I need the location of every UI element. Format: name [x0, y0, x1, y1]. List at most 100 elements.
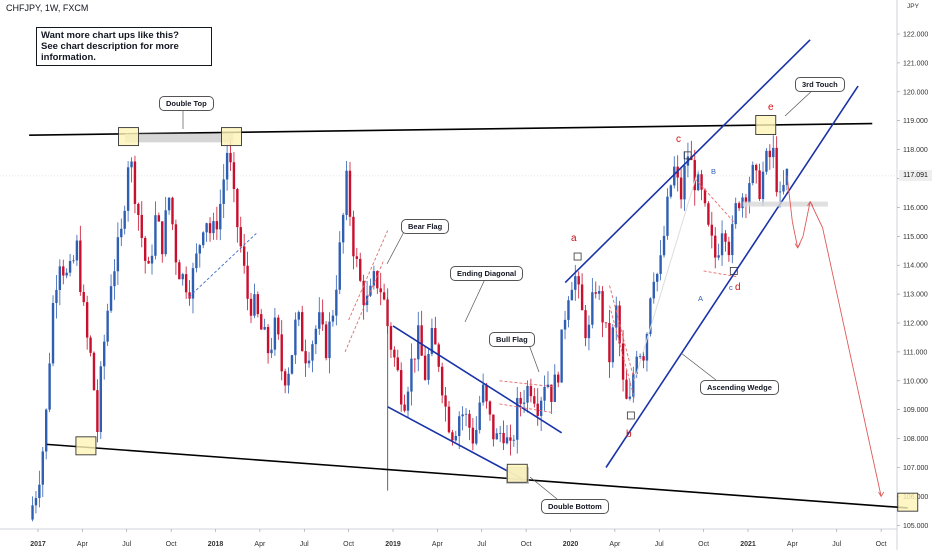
candle-body: [410, 358, 413, 392]
candle-body: [481, 384, 485, 403]
candle-body: [471, 427, 475, 444]
candle-body: [594, 292, 597, 294]
candle-body: [202, 232, 205, 246]
candle-body: [328, 321, 331, 359]
candle-body: [587, 324, 591, 339]
bear-flag-dashed-2: [348, 230, 389, 321]
grey-trendline: [633, 169, 699, 381]
candle-body: [591, 292, 594, 325]
candle-body: [311, 344, 314, 361]
candle-body: [546, 384, 550, 387]
candle-body: [263, 326, 266, 330]
time-tick-label: Oct: [876, 541, 887, 548]
candle-body: [577, 276, 580, 285]
wedge-upper-line: [564, 39, 811, 284]
wave-label-e: e: [768, 102, 774, 113]
candle-body: [567, 300, 570, 320]
candle-body: [92, 352, 96, 391]
candle-body: [68, 261, 72, 273]
price-axis[interactable]: 122.000121.000120.000119.000118.000117.0…: [896, 0, 928, 550]
time-tick-label: Oct: [343, 541, 354, 548]
candle-body: [683, 165, 686, 200]
pointer-double-bottom: [529, 476, 558, 500]
candle-body: [492, 414, 495, 440]
candle-body: [208, 223, 212, 234]
candle-body: [215, 221, 219, 230]
candle-body: [533, 396, 536, 404]
candle-body: [55, 289, 58, 304]
candle-body: [301, 312, 304, 352]
candle-body: [287, 373, 290, 386]
candle-body: [550, 384, 553, 402]
candle-body: [270, 349, 273, 354]
callout-bear-flag[interactable]: Bear Flag: [401, 219, 450, 234]
candle-body: [662, 235, 666, 256]
candle-body: [246, 265, 249, 299]
candle-body: [379, 288, 382, 293]
price-tick-label: 109.000: [903, 407, 928, 414]
wave-label-c: c: [676, 134, 681, 145]
pivot-c: [683, 151, 692, 160]
pointer-bear-flag: [386, 227, 407, 265]
time-tick-label: Apr: [432, 541, 444, 548]
pointer-bull-flag: [527, 341, 540, 373]
candle-body: [765, 150, 768, 172]
candle-body: [434, 328, 437, 345]
candle-body: [242, 246, 246, 266]
candle-body: [751, 164, 754, 184]
candle-body: [140, 214, 143, 238]
callout-bull-flag[interactable]: Bull Flag: [489, 332, 535, 347]
candle-body: [277, 317, 280, 335]
candle-body: [96, 390, 99, 433]
candle-body: [703, 189, 707, 204]
price-tick-label: 122.000: [903, 32, 928, 39]
candle-body: [707, 203, 710, 225]
candle-body: [256, 294, 260, 315]
candle-body: [430, 328, 434, 354]
candle-body: [393, 349, 396, 358]
candle-body: [372, 271, 376, 286]
candle-body: [376, 271, 379, 289]
callout-ascending-wedge[interactable]: Ascending Wedge: [700, 380, 779, 395]
correction-dashed-4: [703, 270, 738, 278]
candle-body: [249, 298, 253, 316]
marker-double-bottom: [506, 463, 528, 483]
candle-body: [649, 298, 652, 334]
candle-body: [772, 147, 775, 158]
candle-body: [495, 433, 498, 440]
bear-flag-dashed-1: [344, 259, 385, 353]
candle-body: [710, 224, 714, 236]
candle-body: [82, 292, 85, 303]
candle-body: [597, 291, 601, 294]
bull-flag-dashed-2: [499, 380, 553, 388]
candle-body: [604, 322, 608, 324]
wave-label-a: a: [571, 233, 577, 244]
candle-body: [608, 323, 611, 363]
marker-double-top-2: [221, 127, 242, 147]
diagonal-lower-line: [387, 406, 523, 480]
candle-body: [734, 203, 737, 225]
callout-third-touch[interactable]: 3rd Touch: [795, 77, 845, 92]
candle-body: [359, 258, 362, 281]
candle-body: [38, 484, 41, 499]
candle-body: [389, 326, 393, 350]
candle-body: [659, 255, 662, 274]
correction-dashed-2: [609, 305, 635, 399]
candle-body: [526, 385, 529, 403]
candle-body: [645, 333, 649, 361]
callout-ending-diagonal[interactable]: Ending Diagonal: [450, 266, 524, 281]
candle-body: [557, 374, 560, 383]
price-tick-label: 108.000: [903, 436, 928, 443]
callout-double-top[interactable]: Double Top: [159, 96, 214, 111]
bull-flag-dashed-1: [499, 403, 553, 414]
candle-body: [307, 360, 311, 364]
candle-body: [553, 374, 556, 402]
candle-body: [266, 326, 270, 354]
candle-body: [188, 292, 191, 299]
candle-body: [399, 370, 403, 405]
candle-body: [451, 432, 454, 441]
candle-body: [693, 160, 696, 191]
callout-double-bottom[interactable]: Double Bottom: [541, 499, 609, 514]
time-axis[interactable]: 2017 Apr Jul Oct 2018 Apr Jul Oct 2019 Apr Jul Oct 2…: [0, 528, 897, 548]
